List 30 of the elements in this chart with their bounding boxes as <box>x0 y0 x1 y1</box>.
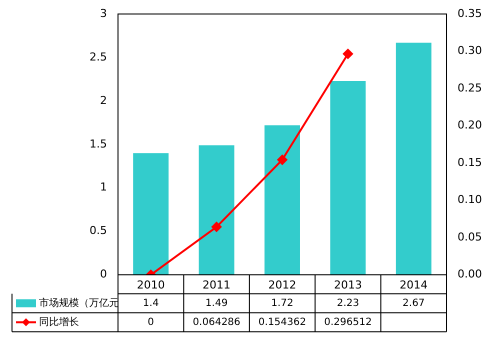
y2-tick-label: 0.35 <box>458 6 482 20</box>
x-tick-label: 2013 <box>334 278 362 292</box>
y2-tick-label: 0.00 <box>458 268 482 281</box>
data-label: 1.49 <box>205 298 228 309</box>
y2-tick-label: 0.10 <box>458 193 482 206</box>
y2-tick-label: 0.15 <box>458 156 482 169</box>
x-tick-label: 2011 <box>202 278 231 292</box>
y2-tick-label: 0.20 <box>458 118 482 132</box>
data-label: 0.064286 <box>192 316 240 328</box>
data-label: 2.23 <box>336 298 360 309</box>
data-label: 1.4 <box>142 298 159 309</box>
x-tick-label: 2010 <box>136 278 165 292</box>
y2-tick-label: 0.25 <box>458 81 482 94</box>
y-tick-label: 3 <box>100 6 107 20</box>
y-tick-label: 2.5 <box>90 50 107 64</box>
y-tick-label: 0 <box>100 268 107 281</box>
data-label: 1.72 <box>271 298 294 309</box>
data-label: 0 <box>148 316 154 328</box>
data-label: 0.296512 <box>324 316 372 328</box>
y-tick-label: 1 <box>100 180 107 194</box>
y-tick-label: 1.5 <box>90 137 107 150</box>
x-tick-label: 2014 <box>400 278 428 292</box>
data-label: 2.67 <box>402 298 425 309</box>
y-tick-label: 0.5 <box>90 224 107 238</box>
legend-label: 同比增长 <box>39 316 79 328</box>
data-label: 0.154362 <box>258 316 306 328</box>
x-tick-label: 2012 <box>268 278 296 292</box>
y2-tick-label: 0.05 <box>458 230 482 244</box>
y-tick-label: 2 <box>100 94 107 107</box>
y2-tick-label: 0.30 <box>458 44 482 58</box>
